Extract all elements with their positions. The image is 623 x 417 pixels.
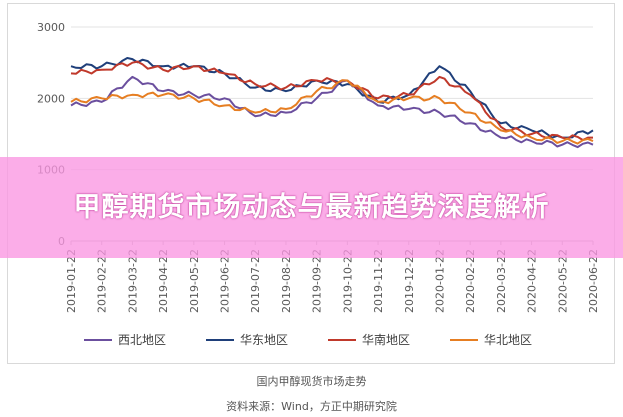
x-tick-label: 2020-02-22 (464, 249, 477, 313)
x-tick-label: 2019-06-22 (219, 249, 232, 313)
chart-caption-title: 国内甲醇现货市场走势 (256, 375, 367, 388)
x-tick-label: 2019-03-22 (126, 249, 139, 313)
x-tick-label: 2019-07-22 (249, 249, 262, 313)
y-tick-label: 3000 (37, 21, 65, 34)
y-tick-label: 2000 (37, 92, 65, 105)
x-tick-label: 2019-01-22 (65, 249, 78, 313)
x-tick-label: 2019-05-22 (188, 249, 201, 313)
banner-title: 甲醇期货市场动态与最新趋势深度解析 (73, 191, 550, 223)
x-tick-label: 2020-04-22 (526, 249, 539, 313)
x-tick-label: 2019-11-22 (372, 249, 385, 313)
legend-label: 西北地区 (118, 333, 166, 347)
x-tick-label: 2019-10-22 (341, 249, 354, 313)
series-line-西北地区 (70, 75, 594, 149)
x-tick-label: 2019-09-22 (311, 249, 324, 313)
series-line-华北地区 (70, 79, 594, 145)
x-tick-label: 2020-05-22 (556, 249, 569, 313)
legend-label: 华北地区 (484, 333, 532, 347)
legend-label: 华南地区 (362, 332, 410, 347)
x-tick-label: 2019-04-22 (157, 249, 170, 313)
title-banner: 甲醇期货市场动态与最新趋势深度解析 (0, 157, 623, 258)
x-tick-label: 2019-08-22 (280, 249, 293, 313)
x-tick-label: 2020-03-22 (495, 249, 508, 313)
x-tick-label: 2020-01-22 (433, 249, 446, 313)
x-tick-label: 2019-02-22 (96, 249, 109, 313)
x-tick-label: 2019-12-22 (403, 249, 416, 313)
legend-label: 华东地区 (240, 333, 288, 347)
series-line-华南地区 (70, 60, 593, 141)
chart-caption-source: 资料来源：Wind，方正中期研究院 (226, 400, 397, 413)
x-tick-label: 2020-06-22 (587, 249, 600, 313)
